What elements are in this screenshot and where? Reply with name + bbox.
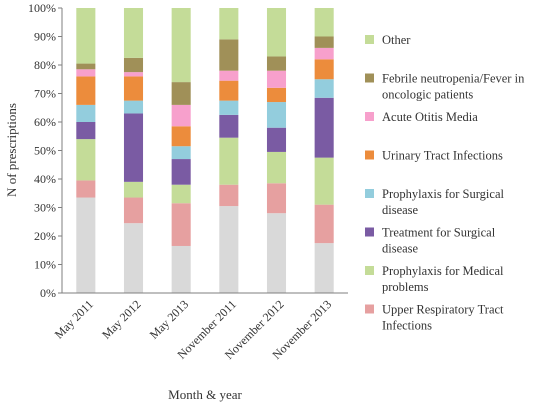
legend-swatch xyxy=(365,73,374,83)
bar-segment xyxy=(123,100,144,114)
legend-item: Acute Otitis Media xyxy=(365,110,478,124)
x-tick-label: May 2011 xyxy=(52,297,96,341)
y-tick-label: 70% xyxy=(34,87,56,101)
legend-swatch xyxy=(365,227,374,237)
bar-segment xyxy=(314,36,334,48)
legend-swatch xyxy=(365,304,374,314)
bar-segment xyxy=(171,159,191,185)
bar-segment xyxy=(266,8,287,57)
bar-segment xyxy=(123,8,144,58)
bar-segment xyxy=(76,180,96,198)
bar-segment xyxy=(314,47,334,60)
legend-label: Acute Otitis Media xyxy=(382,110,478,124)
bar-segment xyxy=(266,213,287,293)
legend-label: Upper Respiratory Tract Infections xyxy=(382,303,504,333)
legend-item: Urinary Tract Infections xyxy=(365,149,503,163)
bar-segment xyxy=(314,59,334,80)
y-tick-label: 0% xyxy=(40,286,56,300)
legend-label: Prophylaxis for Medical problems xyxy=(382,264,504,294)
legend-item: Prophylaxis for Surgical disease xyxy=(365,187,505,217)
bar-segment xyxy=(171,203,191,246)
bar-segment xyxy=(76,8,96,64)
bar-segment xyxy=(171,104,191,127)
legend-item: Febrile neutropenia/Fever in oncologic pa… xyxy=(365,72,525,102)
legend-swatch xyxy=(365,189,374,198)
bar-segment xyxy=(123,76,144,101)
bar-segment xyxy=(219,114,239,138)
bar-segment xyxy=(219,39,239,71)
bar-segment xyxy=(219,100,239,115)
bar-segment xyxy=(76,76,96,105)
bars xyxy=(76,8,334,293)
bar-segment xyxy=(171,82,191,105)
bar-segment xyxy=(219,206,239,293)
bar-segment xyxy=(266,87,287,103)
bar-segment xyxy=(76,139,96,181)
bar-segment xyxy=(76,197,96,293)
bar-segment xyxy=(76,122,96,140)
legend-swatch xyxy=(365,112,374,121)
bar-segment xyxy=(266,102,287,128)
bar-segment xyxy=(123,113,144,182)
x-tick-label: May 2012 xyxy=(99,297,144,342)
legend: Other Febrile neutropenia/Fever in oncolog… xyxy=(365,33,525,333)
legend-item: Upper Respiratory Tract Infections xyxy=(365,303,504,333)
legend-swatch xyxy=(365,266,374,275)
y-tick-label: 10% xyxy=(34,258,56,272)
bar-segment xyxy=(219,80,239,101)
y-tick-label: 60% xyxy=(34,115,56,129)
bar-segment xyxy=(171,146,191,160)
legend-label: Prophylaxis for Surgical disease xyxy=(382,187,505,217)
bar-segment xyxy=(219,8,239,40)
x-axis-title: Month & year xyxy=(168,387,242,402)
bar-segment xyxy=(219,70,239,81)
bar-segment xyxy=(76,63,96,70)
legend-swatch xyxy=(365,150,374,160)
y-tick-label: 100% xyxy=(28,1,56,15)
bar-segment xyxy=(314,8,334,37)
bar-segment xyxy=(219,184,239,207)
y-tick-label: 20% xyxy=(34,229,56,243)
legend-label: Other xyxy=(382,33,411,47)
bar-segment xyxy=(314,79,334,98)
x-tick-label: May 2013 xyxy=(147,297,192,342)
bar-segment xyxy=(123,57,144,73)
bar-segment xyxy=(76,69,96,77)
bar-segment xyxy=(123,223,144,293)
y-axis: 0% 10% 20% 30% 40% 50% 60% 70% 80% 90% 100% xyxy=(28,1,63,300)
bar-segment xyxy=(314,97,334,158)
bar-segment xyxy=(219,137,239,185)
legend-item: Prophylaxis for Medical problems xyxy=(365,264,504,294)
bar-segment xyxy=(76,104,96,122)
legend-item: Treatment for Surgical disease xyxy=(365,226,496,256)
bar-segment xyxy=(123,197,144,224)
bar-segment xyxy=(314,243,334,293)
bar-segment xyxy=(171,126,191,147)
legend-label: Febrile neutropenia/Fever in oncologic pa… xyxy=(382,72,525,102)
legend-swatch xyxy=(365,35,374,44)
bar-segment xyxy=(266,151,287,184)
y-tick-label: 50% xyxy=(34,144,56,158)
bar-segment xyxy=(266,127,287,152)
legend-label: Urinary Tract Infections xyxy=(382,149,503,163)
bar-segment xyxy=(314,157,334,205)
bar-segment xyxy=(171,184,191,204)
bar-segment xyxy=(171,8,191,83)
bar-segment xyxy=(266,70,287,88)
bar-segment xyxy=(171,245,191,293)
bar-segment xyxy=(314,204,334,244)
y-tick-label: 90% xyxy=(34,30,56,44)
legend-item: Other xyxy=(365,33,411,47)
y-axis-title: N of prescriptions xyxy=(4,103,19,197)
bar-segment xyxy=(123,181,144,198)
legend-label: Treatment for Surgical disease xyxy=(382,226,496,256)
y-tick-label: 30% xyxy=(34,201,56,215)
bar-segment xyxy=(266,56,287,71)
y-tick-label: 80% xyxy=(34,58,56,72)
bar-segment xyxy=(123,72,144,77)
bar-segment xyxy=(266,183,287,214)
y-tick-label: 40% xyxy=(34,172,56,186)
